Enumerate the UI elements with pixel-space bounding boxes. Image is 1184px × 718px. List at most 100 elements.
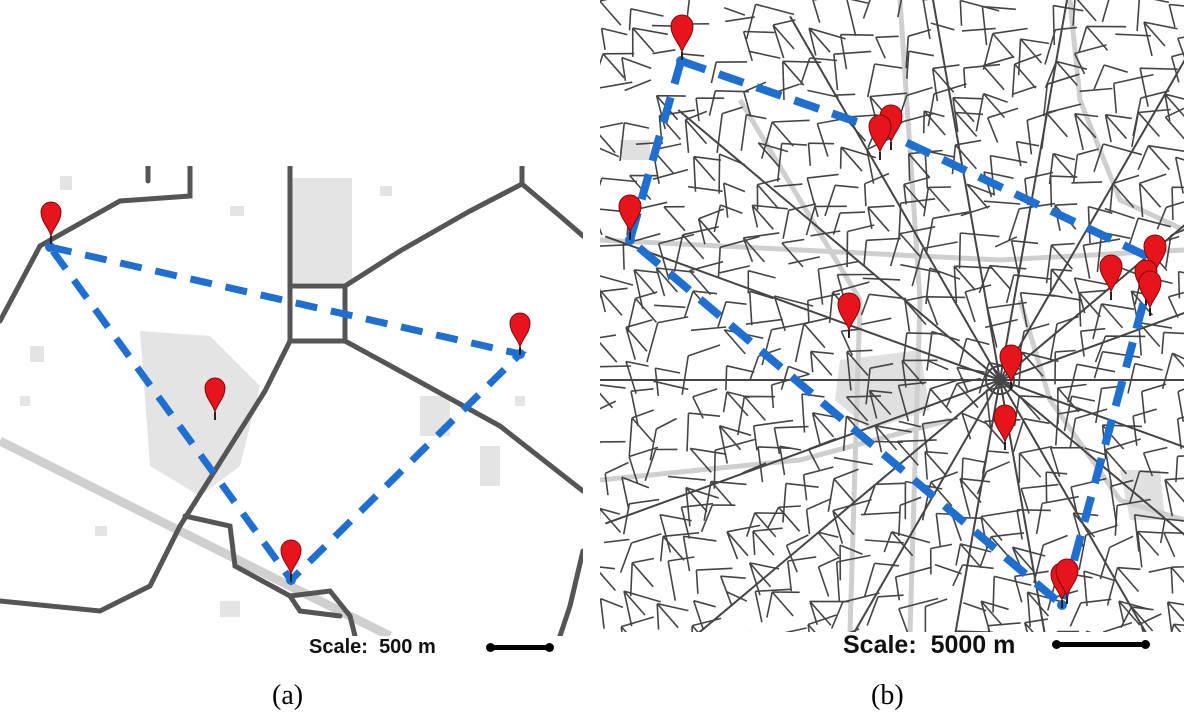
map-pin-icon[interactable]	[509, 312, 531, 356]
map-a-route	[47, 243, 528, 586]
street-segment	[868, 389, 893, 419]
radial-road	[999, 379, 1184, 536]
street-segment	[748, 50, 781, 59]
street-segment	[663, 205, 686, 232]
street-segment	[1005, 274, 1052, 304]
street-segment	[863, 482, 905, 515]
map-pin-icon[interactable]	[1055, 558, 1079, 605]
street-segment	[742, 232, 780, 263]
street-segment	[630, 388, 654, 427]
street-segment	[1127, 362, 1163, 394]
street-segment	[1093, 64, 1128, 90]
street-segment	[600, 440, 626, 445]
street-segment	[926, 359, 949, 371]
street-segment	[1011, 53, 1042, 98]
street-segment	[805, 497, 832, 535]
map-a-blocks	[20, 176, 525, 617]
street-segment	[1049, 446, 1084, 478]
street-segment	[1106, 566, 1141, 606]
street-segment	[861, 317, 892, 326]
map-panel-a[interactable]	[0, 166, 583, 636]
map-a-roads	[0, 166, 583, 636]
street-segment	[875, 35, 899, 59]
street-segment	[1016, 509, 1051, 540]
street-segment	[1078, 524, 1118, 570]
street-segment	[726, 524, 761, 560]
street-segment	[719, 575, 746, 605]
map-panel-b[interactable]	[600, 0, 1184, 632]
scale-value: 5000 m	[930, 631, 1016, 659]
street-segment	[649, 417, 677, 461]
street-segment	[725, 365, 755, 391]
street-segment	[987, 622, 1021, 632]
street-segment	[1104, 113, 1132, 143]
street-segment	[622, 498, 660, 535]
street-segment	[1114, 498, 1151, 536]
street-segment	[708, 90, 749, 116]
street-segment	[834, 93, 856, 96]
street-segment	[1164, 477, 1184, 517]
street-segment	[1078, 25, 1127, 53]
radial-road	[677, 109, 1001, 381]
street-segment	[960, 205, 991, 217]
street-segment	[1159, 518, 1184, 544]
street-segment	[1035, 495, 1079, 535]
street-segment	[600, 597, 624, 629]
street-segment	[994, 236, 1018, 248]
street-segment	[794, 316, 831, 363]
scale-label-a: Scale: 500 m	[309, 636, 436, 659]
street-segment	[787, 556, 817, 592]
street-segment	[626, 291, 658, 334]
street-segment	[1074, 113, 1099, 151]
street-segment	[742, 30, 775, 62]
street-segment	[1109, 174, 1140, 214]
street-segment	[752, 527, 783, 556]
street-segment	[981, 5, 1016, 46]
street-segment	[924, 598, 948, 632]
street-segment	[1082, 238, 1121, 279]
street-segment	[745, 3, 795, 40]
map-pin-icon[interactable]	[670, 14, 694, 61]
map-pin-icon[interactable]	[868, 114, 892, 161]
street-segment	[600, 27, 628, 51]
street-segment	[863, 172, 890, 207]
street-segment	[824, 184, 859, 217]
map-pin-icon[interactable]	[618, 194, 642, 241]
street-segment	[695, 97, 725, 122]
street-segment	[1020, 483, 1059, 514]
radial-road	[698, 379, 1001, 632]
street-segment	[924, 450, 948, 480]
street-segment	[737, 395, 775, 436]
street-segment	[1045, 471, 1068, 503]
street-segment	[924, 150, 956, 189]
street-segment	[717, 301, 747, 328]
street-segment	[923, 186, 952, 217]
street-segment	[710, 61, 748, 84]
map-pin-icon[interactable]	[993, 404, 1017, 451]
street-segment	[883, 531, 931, 557]
street-segment	[668, 475, 706, 481]
street-segment	[817, 531, 840, 557]
street-segment	[986, 107, 1019, 143]
street-segment	[600, 507, 622, 534]
street-segment	[760, 119, 810, 159]
street-segment	[629, 174, 658, 201]
street-segment	[1177, 36, 1184, 58]
street-segment	[652, 168, 689, 180]
street-segment	[628, 8, 664, 31]
street-segment	[1170, 623, 1184, 632]
street-segment	[718, 153, 746, 194]
street-segment	[830, 592, 880, 629]
street-segment	[682, 535, 717, 572]
radial-road	[999, 0, 1068, 381]
street-segment	[686, 412, 721, 452]
street-segment	[1054, 349, 1076, 385]
street-segment	[1069, 598, 1112, 627]
street-segment	[780, 365, 809, 391]
street-segment	[700, 504, 736, 533]
street-segment	[807, 614, 837, 632]
street-segment	[874, 425, 912, 453]
street-segment	[1171, 186, 1184, 221]
street-segment	[964, 284, 992, 323]
street-segment	[782, 60, 822, 101]
